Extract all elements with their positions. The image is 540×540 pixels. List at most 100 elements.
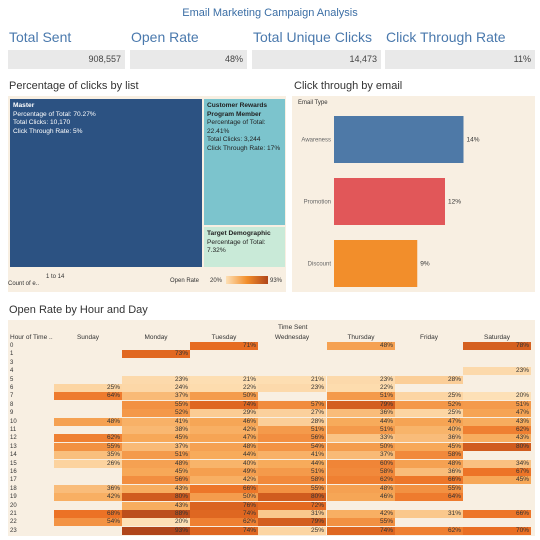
heatmap-cell[interactable]: 37% (122, 392, 190, 401)
treemap-block-target[interactable]: Target Demographic Percentage of Total: … (204, 227, 285, 267)
heatmap-cell[interactable]: 51% (122, 451, 190, 460)
heatmap-cell[interactable]: 31% (258, 510, 326, 518)
heatmap-cell[interactable]: 51% (258, 426, 326, 434)
heatmap-cell[interactable]: 44% (327, 417, 395, 426)
heatmap-cell[interactable]: 62% (327, 476, 395, 485)
treemap-block-rewards[interactable]: Customer Rewards Program Member Percenta… (204, 99, 285, 225)
heatmap-cell[interactable]: 54% (258, 442, 326, 451)
heatmap-cell[interactable]: 45% (463, 476, 531, 485)
heatmap-cell[interactable]: 43% (463, 434, 531, 443)
heatmap-cell[interactable]: 41% (258, 451, 326, 460)
heatmap-cell[interactable]: 93% (122, 526, 190, 535)
heatmap-cell[interactable]: 78% (463, 342, 531, 350)
heatmap-cell[interactable]: 40% (395, 426, 463, 434)
heatmap-cell[interactable]: 45% (395, 442, 463, 451)
heatmap-cell[interactable]: 28% (258, 417, 326, 426)
heatmap-cell[interactable]: 31% (395, 510, 463, 518)
kpi-unique-clicks-value[interactable]: 14,473 (252, 50, 381, 69)
heatmap-cell[interactable]: 64% (54, 392, 122, 401)
heatmap-cell[interactable]: 47% (463, 409, 531, 418)
heatmap-cell[interactable]: 52% (395, 400, 463, 409)
heatmap-cell[interactable]: 24% (122, 384, 190, 392)
treemap-block-master[interactable]: Master Percentage of Total: 70.27% Total… (10, 99, 202, 267)
heatmap-cell[interactable]: 25% (395, 409, 463, 418)
heatmap-cell[interactable]: 76% (190, 501, 258, 510)
heatmap-cell[interactable]: 41% (122, 417, 190, 426)
heatmap-cell[interactable]: 21% (190, 375, 258, 384)
heatmap-cell[interactable]: 50% (190, 392, 258, 401)
heatmap-cell[interactable]: 80% (463, 442, 531, 451)
heatmap-cell[interactable]: 23% (122, 375, 190, 384)
heatmap-cell[interactable]: 51% (463, 400, 531, 409)
heatmap-cell[interactable]: 44% (258, 459, 326, 468)
heatmap-cell[interactable]: 35% (54, 451, 122, 460)
heatmap-cell[interactable]: 66% (395, 476, 463, 485)
heatmap-cell[interactable]: 57% (258, 400, 326, 409)
heatmap-cell[interactable]: 73% (122, 350, 190, 359)
heatmap-cell[interactable]: 22% (190, 384, 258, 392)
heatmap-cell[interactable]: 43% (122, 501, 190, 510)
heatmap-cell[interactable]: 64% (395, 493, 463, 502)
heatmap-cell[interactable]: 27% (258, 409, 326, 418)
heatmap-cell[interactable]: 43% (463, 417, 531, 426)
heatmap-cell[interactable]: 80% (258, 493, 326, 502)
heatmap-cell[interactable]: 56% (258, 434, 326, 443)
heatmap-cell[interactable]: 48% (327, 484, 395, 493)
heatmap-cell[interactable]: 23% (258, 384, 326, 392)
heatmap-cell[interactable]: 74% (190, 400, 258, 409)
heatmap-cell[interactable]: 46% (190, 417, 258, 426)
heatmap-cell[interactable]: 72% (258, 501, 326, 510)
heatmap-cell[interactable]: 44% (190, 451, 258, 460)
heatmap-cell[interactable]: 20% (463, 392, 531, 401)
heatmap-cell[interactable]: 42% (190, 476, 258, 485)
heatmap-cell[interactable]: 74% (190, 526, 258, 535)
heatmap-cell[interactable]: 79% (258, 518, 326, 527)
heatmap-cell[interactable]: 45% (122, 468, 190, 476)
heatmap-cell[interactable]: 37% (122, 442, 190, 451)
heatmap-cell[interactable]: 54% (54, 518, 122, 527)
heatmap-cell[interactable]: 79% (327, 400, 395, 409)
heatmap-cell[interactable]: 25% (395, 392, 463, 401)
heatmap-cell[interactable]: 23% (463, 367, 531, 376)
kpi-ctr-value[interactable]: 11% (385, 50, 535, 69)
bar-awareness[interactable] (334, 116, 464, 163)
heatmap-cell[interactable]: 42% (327, 510, 395, 518)
heatmap-cell[interactable]: 51% (327, 392, 395, 401)
heatmap-cell[interactable]: 36% (327, 409, 395, 418)
heatmap-cell[interactable]: 70% (463, 526, 531, 535)
heatmap-cell[interactable]: 55% (54, 442, 122, 451)
heatmap-cell[interactable]: 38% (122, 426, 190, 434)
heatmap-cell[interactable]: 26% (54, 459, 122, 468)
heatmap-cell[interactable]: 62% (463, 426, 531, 434)
heatmap-cell[interactable]: 29% (190, 409, 258, 418)
heatmap-cell[interactable]: 88% (122, 510, 190, 518)
heatmap-cell[interactable]: 42% (54, 493, 122, 502)
heatmap-cell[interactable]: 28% (395, 375, 463, 384)
heatmap-cell[interactable]: 55% (395, 484, 463, 493)
heatmap-cell[interactable]: 48% (395, 459, 463, 468)
heatmap-cell[interactable]: 74% (190, 510, 258, 518)
heatmap-cell[interactable]: 47% (395, 417, 463, 426)
heatmap-cell[interactable]: 47% (190, 434, 258, 443)
heatmap-cell[interactable]: 52% (122, 409, 190, 418)
kpi-total-sent-value[interactable]: 908,557 (8, 50, 125, 69)
bar-promotion[interactable] (334, 178, 445, 225)
heatmap-cell[interactable]: 71% (190, 342, 258, 350)
heatmap-cell[interactable]: 36% (395, 468, 463, 476)
heatmap-cell[interactable]: 66% (190, 484, 258, 493)
heatmap-cell[interactable]: 55% (327, 518, 395, 527)
heatmap-cell[interactable]: 62% (395, 526, 463, 535)
heatmap-cell[interactable]: 66% (463, 510, 531, 518)
heatmap-cell[interactable]: 22% (327, 384, 395, 392)
kpi-open-rate-value[interactable]: 48% (130, 50, 247, 69)
heatmap-cell[interactable]: 23% (327, 375, 395, 384)
heatmap-cell[interactable]: 58% (327, 468, 395, 476)
heatmap-cell[interactable]: 48% (327, 342, 395, 350)
heatmap-cell[interactable]: 46% (327, 493, 395, 502)
bar-discount[interactable] (334, 240, 418, 287)
heatmap-cell[interactable]: 45% (122, 434, 190, 443)
heatmap-cell[interactable]: 34% (463, 459, 531, 468)
heatmap-cell[interactable]: 62% (54, 434, 122, 443)
heatmap-cell[interactable]: 58% (395, 451, 463, 460)
heatmap-cell[interactable]: 56% (122, 476, 190, 485)
